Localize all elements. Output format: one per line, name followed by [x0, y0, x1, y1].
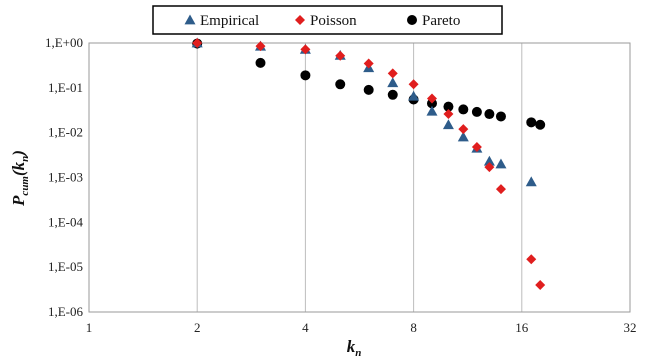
grid-lines: [196, 43, 523, 312]
data-point-pareto: [458, 104, 469, 115]
y-axis-title-sub2: n: [19, 156, 31, 162]
data-point-pareto: [335, 79, 346, 90]
y-tick-label: 1,E-03: [48, 170, 83, 185]
y-axis-title-close: ): [9, 150, 28, 158]
y-axis-title-open: (k: [9, 161, 28, 176]
legend-label-empirical: Empirical: [200, 13, 259, 29]
legend-item-pareto: Pareto: [407, 13, 460, 29]
data-point-empirical: [426, 105, 438, 116]
data-point-poisson: [471, 141, 482, 152]
data-point-poisson: [387, 68, 398, 79]
data-point-pareto: [484, 109, 495, 120]
series-poisson: [192, 38, 546, 291]
data-point-poisson: [458, 124, 469, 135]
x-tick-label: 1: [86, 320, 93, 335]
data-point-pareto: [526, 117, 537, 128]
y-axis-title-sub: cum: [19, 176, 31, 196]
data-point-empirical: [525, 176, 537, 187]
data-point-empirical: [387, 77, 399, 88]
data-point-pareto: [495, 111, 506, 122]
y-tick-labels: 1,E-06 1,E-05 1,E-04 1,E-03 1,E-02 1,E-01 1,E+…: [45, 35, 84, 319]
data-point-poisson: [363, 58, 374, 69]
legend-marker-pareto: [407, 15, 417, 25]
x-tick-labels: 1 2 4 8 16 32: [86, 320, 637, 335]
x-tick-label: 16: [515, 320, 529, 335]
data-point-poisson: [335, 50, 346, 61]
y-tick-label: 1,E-02: [48, 125, 83, 140]
data-point-pareto: [443, 101, 454, 112]
x-axis-title-base: k: [347, 337, 356, 356]
legend-marker-poisson: [295, 15, 305, 25]
data-point-poisson: [443, 109, 454, 120]
data-point-poisson: [526, 254, 537, 265]
x-tick-label: 4: [302, 320, 309, 335]
x-axis-title-sub: n: [355, 347, 361, 359]
data-point-empirical: [483, 155, 495, 166]
series-pareto: [192, 38, 546, 130]
data-point-poisson: [426, 93, 437, 104]
data-point-poisson: [300, 44, 311, 55]
legend-label-poisson: Poisson: [310, 13, 357, 29]
legend-item-empirical: Empirical: [184, 13, 259, 29]
legend-item-poisson: Poisson: [295, 13, 357, 29]
data-point-empirical: [457, 131, 469, 142]
y-tick-label: 1,E+00: [45, 35, 83, 50]
y-tick-label: 1,E-06: [48, 304, 84, 319]
data-point-pareto: [255, 57, 266, 68]
data-point-poisson: [408, 79, 419, 90]
data-point-pareto: [387, 89, 398, 100]
data-point-poisson: [495, 184, 506, 195]
x-tick-label: 2: [194, 320, 201, 335]
y-tick-label: 1,E-05: [48, 259, 83, 274]
plot-frame: [88, 42, 631, 313]
data-point-empirical: [408, 90, 420, 101]
data-point-poisson: [192, 38, 203, 48]
x-tick-label: 8: [410, 320, 417, 335]
data-point-poisson: [484, 162, 495, 173]
data-point-pareto: [471, 106, 482, 117]
y-tick-label: 1,E-04: [48, 214, 84, 229]
data-point-empirical: [442, 119, 454, 130]
data-point-poisson: [255, 41, 266, 52]
y-axis-title: Pcum(kn): [9, 150, 31, 207]
x-axis-title: kn: [347, 337, 362, 359]
data-point-empirical: [495, 158, 507, 169]
y-tick-label: 1,E-01: [48, 80, 83, 95]
data-point-poisson: [535, 280, 546, 291]
data-points: [191, 37, 546, 291]
legend-box: [152, 5, 503, 35]
data-point-pareto: [363, 84, 374, 95]
data-point-pareto: [300, 70, 311, 81]
legend-label-pareto: Pareto: [422, 13, 460, 29]
x-tick-label: 32: [624, 320, 637, 335]
legend: Empirical Poisson Pareto: [152, 5, 503, 35]
legend-marker-empirical: [184, 14, 196, 25]
data-point-pareto: [535, 119, 546, 130]
y-axis-title-base: P: [9, 195, 28, 207]
